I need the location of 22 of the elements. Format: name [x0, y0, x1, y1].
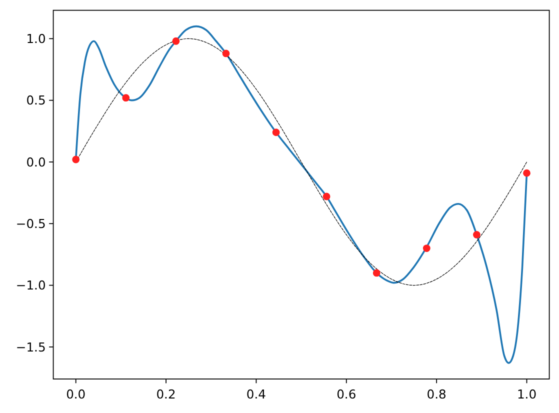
- point: [222, 50, 230, 58]
- x-tick-label: 0.4: [246, 388, 266, 402]
- point: [122, 94, 130, 102]
- y-tick-label: 1.0: [26, 32, 46, 46]
- x-tick-label: 0.8: [426, 388, 446, 402]
- y-tick-label: 0.5: [26, 94, 46, 108]
- point: [523, 169, 530, 177]
- x-tick-label: 1.0: [516, 388, 537, 402]
- y-tick-label: −0.5: [16, 217, 46, 232]
- x-tick-label: 0.0: [66, 388, 86, 402]
- point: [473, 231, 480, 238]
- y-tick-label: −1.0: [16, 278, 46, 293]
- point: [72, 156, 80, 164]
- point: [372, 269, 380, 277]
- y-tick-label: 0.0: [26, 155, 46, 170]
- x-tick-label: 0.6: [336, 388, 356, 402]
- point: [272, 128, 280, 136]
- point: [322, 192, 330, 200]
- point: [422, 244, 430, 252]
- point: [172, 37, 180, 45]
- x-tick-label: 0.2: [156, 388, 176, 402]
- y-tick-label: −1.5: [16, 340, 46, 354]
